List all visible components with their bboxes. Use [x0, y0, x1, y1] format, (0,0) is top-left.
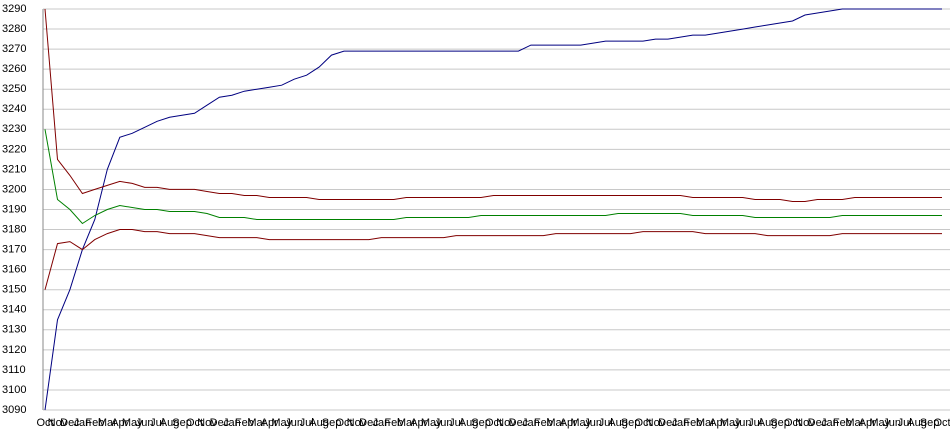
x-tick-label: May: [570, 417, 591, 429]
x-tick-label: Oct: [335, 417, 352, 429]
y-tick-label: 3190: [2, 203, 26, 215]
y-tick-label: 3150: [2, 284, 26, 296]
x-tick-label: Feb: [384, 417, 403, 429]
x-tick-label: Dec: [509, 417, 529, 429]
y-tick-label: 3170: [2, 244, 26, 256]
x-tick-label: Sep: [172, 417, 192, 429]
x-tick-label: Oct: [36, 417, 53, 429]
y-tick-label: 3280: [2, 23, 26, 35]
x-tick-label: Jan: [74, 417, 92, 429]
y-tick-label: 3090: [2, 404, 26, 416]
x-tick-label: Apr: [560, 417, 577, 429]
x-tick-label: Nov: [795, 417, 815, 429]
y-tick-label: 3220: [2, 143, 26, 155]
x-tick-label: Aug: [758, 417, 778, 429]
x-tick-label: Mar: [546, 417, 565, 429]
x-tick-label: Jul: [599, 417, 613, 429]
x-tick-label: Sep: [920, 417, 940, 429]
y-tick-label: 3240: [2, 103, 26, 115]
y-tick-label: 3260: [2, 63, 26, 75]
x-tick-label: Aug: [309, 417, 329, 429]
x-tick-label: Aug: [608, 417, 628, 429]
y-tick-label: 3290: [2, 3, 26, 15]
y-tick-label: 3100: [2, 384, 26, 396]
x-tick-label: Dec: [658, 417, 678, 429]
x-tick-label: Aug: [459, 417, 479, 429]
x-tick-label: Feb: [235, 417, 254, 429]
y-tick-label: 3110: [2, 364, 26, 376]
x-tick-label: Jul: [300, 417, 314, 429]
x-tick-label: Nov: [496, 417, 516, 429]
x-tick-label: Feb: [833, 417, 852, 429]
x-tick-label: Jul: [898, 417, 912, 429]
x-tick-label: Feb: [683, 417, 702, 429]
x-tick-label: Nov: [347, 417, 367, 429]
x-tick-label: May: [271, 417, 292, 429]
y-tick-label: 3200: [2, 183, 26, 195]
series-line: [44, 8, 942, 411]
x-tick-label: Oct: [485, 417, 502, 429]
x-tick-label: Mar: [98, 417, 117, 429]
x-tick-label: Jun: [435, 417, 453, 429]
x-tick-label: Dec: [808, 417, 828, 429]
y-tick-label: 3270: [2, 43, 26, 55]
y-tick-label: 3130: [2, 324, 26, 336]
x-tick-label: Feb: [534, 417, 553, 429]
x-tick-label: Dec: [210, 417, 230, 429]
x-tick-label: Jun: [584, 417, 602, 429]
y-tick-label: 3210: [2, 163, 26, 175]
x-tick-label: Jul: [150, 417, 164, 429]
x-tick-label: Aug: [160, 417, 180, 429]
x-tick-label: Nov: [646, 417, 666, 429]
x-tick-label: Jun: [883, 417, 901, 429]
x-tick-label: Apr: [709, 417, 726, 429]
x-tick-label: May: [869, 417, 890, 429]
x-tick-label: May: [720, 417, 741, 429]
x-tick-label: Nov: [48, 417, 68, 429]
x-tick-label: Oct: [186, 417, 203, 429]
x-tick-label: Jan: [821, 417, 839, 429]
x-tick-label: Feb: [85, 417, 104, 429]
x-tick-label: Jul: [449, 417, 463, 429]
x-tick-label: Dec: [359, 417, 379, 429]
x-tick-label: Jul: [748, 417, 762, 429]
x-tick-label: Oct: [784, 417, 801, 429]
x-tick-label: Aug: [907, 417, 927, 429]
x-tick-label: Mar: [247, 417, 266, 429]
x-tick-label: Jan: [672, 417, 690, 429]
x-tick-label: Mar: [845, 417, 864, 429]
x-tick-label: Mar: [696, 417, 715, 429]
x-tick-label: May: [421, 417, 442, 429]
x-tick-label: Jun: [734, 417, 752, 429]
x-tick-label: Sep: [322, 417, 342, 429]
series-line: [44, 129, 942, 225]
x-tick-label: Jan: [223, 417, 241, 429]
x-tick-label: Oct: [634, 417, 651, 429]
x-tick-label: Sep: [770, 417, 790, 429]
x-tick-label: Apr: [111, 417, 128, 429]
x-tick-label: Apr: [410, 417, 427, 429]
x-tick-label: Sep: [471, 417, 491, 429]
y-tick-label: 3250: [2, 83, 26, 95]
x-tick-label: Oct: [933, 417, 950, 429]
x-tick-label: Jan: [373, 417, 391, 429]
y-tick-label: 3180: [2, 223, 26, 235]
x-tick-label: Jun: [285, 417, 303, 429]
y-tick-label: 3140: [2, 304, 26, 316]
x-tick-label: Jun: [136, 417, 154, 429]
x-tick-label: Apr: [859, 417, 876, 429]
x-tick-label: Apr: [261, 417, 278, 429]
y-tick-label: 3230: [2, 123, 26, 135]
x-tick-label: May: [122, 417, 143, 429]
x-tick-label: Sep: [621, 417, 641, 429]
x-tick-label: Nov: [197, 417, 217, 429]
x-tick-label: Jan: [522, 417, 540, 429]
series-line: [44, 229, 942, 290]
series-line: [44, 8, 942, 202]
y-tick-label: 3160: [2, 264, 26, 276]
x-tick-label: Dec: [60, 417, 80, 429]
y-tick-label: 3120: [2, 344, 26, 356]
x-tick-label: Mar: [397, 417, 416, 429]
